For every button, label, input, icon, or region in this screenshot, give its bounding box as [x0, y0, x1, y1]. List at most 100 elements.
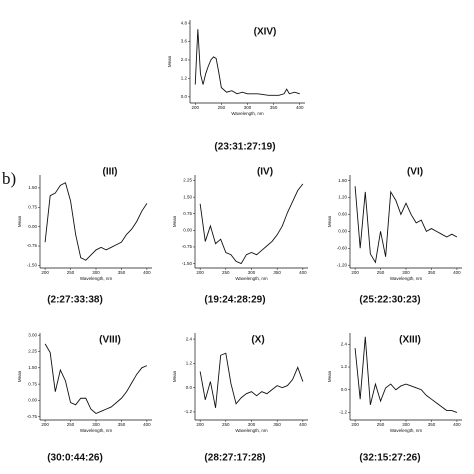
x-axis-label: Wavelength, nm — [80, 428, 113, 433]
y-axis-label: Mean — [167, 55, 172, 67]
y-tick-label: 0.0 — [341, 387, 348, 392]
spectrum-line — [354, 336, 458, 413]
x-tick-label: 250 — [218, 105, 226, 110]
y-tick-label: 1.2 — [341, 364, 348, 369]
x-tick-label: 400 — [143, 422, 151, 427]
y-tick-label: 1.2 — [181, 76, 188, 81]
y-tick-label: 0.00 — [28, 224, 37, 229]
x-tick-label: 300 — [92, 422, 100, 427]
spectrum-line — [194, 29, 300, 96]
x-tick-label: 250 — [377, 270, 385, 275]
y-tick-label: 0.00 — [28, 398, 37, 403]
x-tick-label: 250 — [222, 270, 230, 275]
y-tick-label: 1.50 — [28, 365, 37, 370]
x-tick-label: 350 — [428, 270, 436, 275]
y-tick-label: 3.6 — [181, 39, 188, 44]
y-tick-label: 0.60 — [338, 212, 347, 217]
y-axis-label: Mean — [17, 370, 22, 382]
y-axis-label: Mean — [17, 215, 22, 227]
x-tick-label: 350 — [118, 422, 126, 427]
x-tick-label: 250 — [377, 422, 385, 427]
x-tick-label: 300 — [92, 270, 100, 275]
chart-caption: (19:24:28:29) — [204, 295, 265, 306]
x-tick-label: 200 — [351, 422, 359, 427]
x-tick-label: 200 — [41, 270, 49, 275]
x-tick-label: 400 — [453, 422, 461, 427]
y-tick-label: -1.2 — [339, 410, 347, 415]
x-tick-label: 250 — [67, 422, 75, 427]
chart-title: (IV) — [257, 167, 273, 178]
y-tick-label: -1.50 — [27, 263, 38, 268]
x-axis-label: Wavelength, nm — [390, 276, 423, 281]
y-tick-label: 0.0 — [181, 94, 188, 99]
x-tick-label: 350 — [428, 422, 436, 427]
y-tick-label: 0.75 — [183, 211, 192, 216]
x-tick-label: 300 — [248, 422, 256, 427]
x-tick-label: 300 — [402, 422, 410, 427]
chart-caption: (32:15:27:26) — [359, 453, 420, 464]
y-tick-label: 1.80 — [338, 178, 347, 183]
chart-title: (VIII) — [99, 335, 121, 346]
x-tick-label: 400 — [296, 105, 304, 110]
y-tick-label: 2.4 — [341, 342, 348, 347]
x-tick-label: 250 — [67, 270, 75, 275]
y-axis-label: Mean — [172, 370, 177, 382]
y-tick-label: -0.60 — [337, 245, 348, 250]
y-tick-label: 0.00 — [183, 228, 192, 233]
chart-title: (VI) — [407, 167, 423, 178]
x-tick-label: 400 — [299, 270, 307, 275]
x-tick-label: 400 — [453, 270, 461, 275]
y-tick-label: 2.25 — [28, 349, 37, 354]
x-axis-label: Wavelength, nm — [231, 111, 264, 116]
x-axis-label: Wavelength, nm — [235, 276, 268, 281]
y-tick-label: 0.00 — [338, 229, 347, 234]
x-axis-label: Wavelength, nm — [80, 276, 113, 281]
chart-caption: (2:27:33:38) — [47, 295, 103, 306]
spectrum-line — [44, 343, 148, 415]
chart-caption: (30:0:44:26) — [47, 453, 103, 464]
y-tick-label: 2.25 — [183, 178, 192, 183]
x-axis-label: Wavelength, nm — [390, 428, 423, 433]
panel-label: b) — [2, 169, 16, 188]
y-tick-label: 0.0 — [186, 385, 193, 390]
y-tick-label: 2.4 — [181, 57, 188, 62]
y-tick-label: -1.20 — [337, 262, 348, 267]
x-tick-label: 200 — [41, 422, 49, 427]
x-tick-label: 350 — [273, 270, 281, 275]
y-tick-label: -0.75 — [27, 414, 38, 419]
y-tick-label: 1.2 — [186, 361, 193, 366]
y-tick-label: -1.2 — [184, 409, 192, 414]
x-tick-label: 200 — [196, 270, 204, 275]
x-tick-label: 300 — [402, 270, 410, 275]
spectrum-line — [44, 182, 148, 261]
chart-title: (XIII) — [399, 335, 421, 346]
y-axis-label: Mean — [327, 370, 332, 382]
y-axis-label: Mean — [172, 215, 177, 227]
x-tick-label: 350 — [118, 270, 126, 275]
y-tick-label: -0.75 — [182, 244, 193, 249]
x-tick-label: 200 — [351, 270, 359, 275]
y-tick-label: -1.50 — [182, 261, 193, 266]
x-axis-label: Wavelength, nm — [235, 428, 268, 433]
chart-title: (X) — [251, 335, 264, 346]
y-tick-label: 2.4 — [186, 336, 193, 341]
chart-caption: (25:22:30:23) — [359, 295, 420, 306]
x-tick-label: 200 — [196, 422, 204, 427]
x-tick-label: 300 — [248, 270, 256, 275]
chart-caption: (23:31:27:19) — [214, 142, 275, 153]
spectrum-line — [199, 352, 304, 408]
x-tick-label: 200 — [191, 105, 199, 110]
x-tick-label: 400 — [143, 270, 151, 275]
y-tick-label: 1.50 — [28, 185, 37, 190]
y-tick-label: 0.75 — [28, 381, 37, 386]
y-tick-label: 3.00 — [28, 332, 37, 337]
y-tick-label: -0.75 — [27, 243, 38, 248]
spectrum-line — [354, 186, 458, 264]
x-tick-label: 350 — [270, 105, 278, 110]
x-tick-label: 350 — [273, 422, 281, 427]
x-tick-label: 400 — [299, 422, 307, 427]
y-tick-label: 1.50 — [183, 194, 192, 199]
chart-title: (XIV) — [254, 27, 277, 38]
x-tick-label: 300 — [244, 105, 252, 110]
